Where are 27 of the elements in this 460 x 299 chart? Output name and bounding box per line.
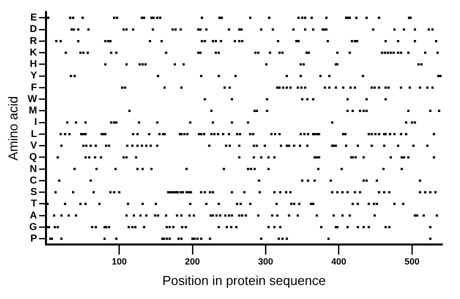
x-tick-label: 500 bbox=[404, 256, 420, 266]
y-tick-label: M bbox=[28, 106, 38, 117]
y-axis-title: Amino acid bbox=[5, 96, 20, 160]
y-tick-label: F bbox=[30, 82, 38, 94]
y-tick-label: K bbox=[30, 47, 38, 58]
x-tick-label: 400 bbox=[331, 256, 346, 266]
y-tick-label: H bbox=[30, 59, 38, 70]
y-tick-label: R bbox=[30, 36, 38, 47]
y-tick-label: I bbox=[34, 117, 38, 128]
y-tick-label: N bbox=[30, 164, 38, 175]
y-tick-label: W bbox=[28, 94, 38, 105]
y-tick-label: Y bbox=[30, 70, 38, 82]
y-tick-label: G bbox=[29, 222, 38, 233]
y-tick-label: C bbox=[30, 175, 38, 186]
y-tick-label: E bbox=[30, 12, 38, 24]
y-tick-label: L bbox=[30, 128, 38, 140]
x-axis-title: Position in protein sequence bbox=[162, 272, 326, 288]
y-tick-label: S bbox=[30, 187, 38, 198]
y-tick-label: T bbox=[30, 198, 38, 210]
x-tick-label: 200 bbox=[184, 256, 200, 266]
y-tick-label: V bbox=[30, 140, 38, 152]
x-tick-label: 300 bbox=[258, 256, 274, 266]
y-tick-label: A bbox=[30, 210, 38, 222]
y-tick-label: D bbox=[30, 24, 38, 36]
x-tick-label: 100 bbox=[112, 256, 127, 266]
y-tick-label: P bbox=[30, 234, 38, 245]
y-tick-label: Q bbox=[29, 152, 38, 164]
